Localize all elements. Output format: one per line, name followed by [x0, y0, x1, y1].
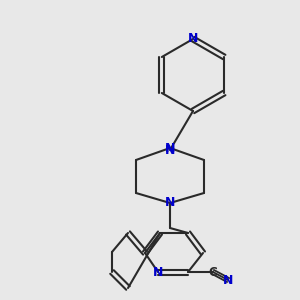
Text: N: N — [165, 142, 175, 154]
Text: N: N — [188, 32, 198, 46]
Text: C: C — [208, 266, 217, 278]
Text: N: N — [165, 196, 175, 209]
Text: N: N — [165, 143, 175, 157]
Text: N: N — [153, 266, 163, 278]
Text: N: N — [223, 274, 233, 286]
